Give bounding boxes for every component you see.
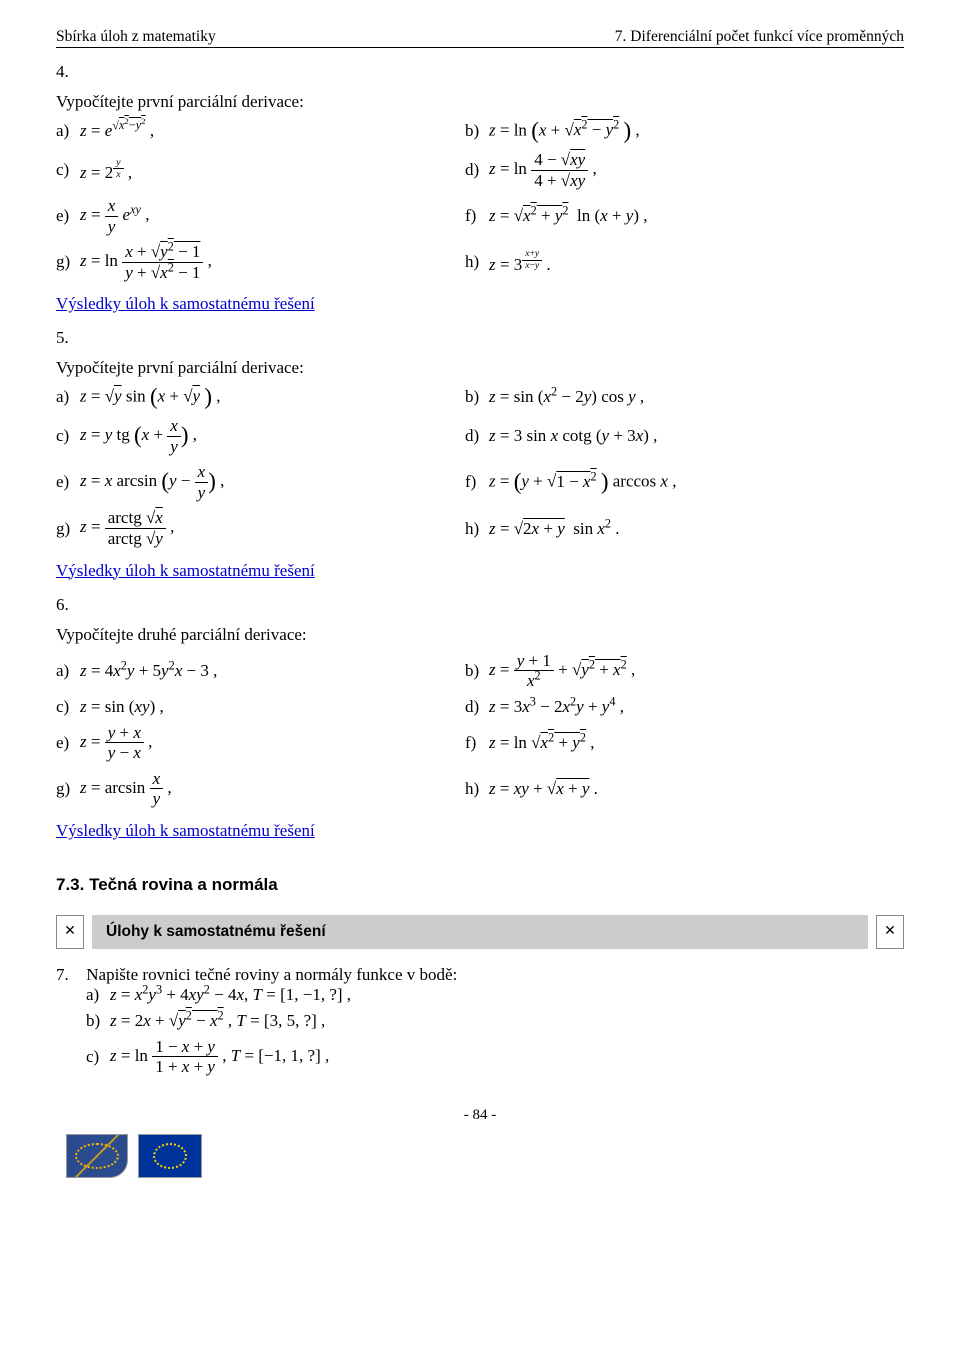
ex6-c: z = sin (xy) , xyxy=(80,697,465,717)
ex6-f: z = ln √x2 + y2 , xyxy=(489,733,874,753)
ex5-e: z = x arcsin (y − xy) , xyxy=(80,462,465,502)
ex5-h: z = √2x + y sin x2 . xyxy=(489,519,874,539)
ex7-b: z = 2x + √y2 − x2 , T = [3, 5, ?] , xyxy=(110,1011,904,1031)
lbl: f) xyxy=(465,206,489,226)
lbl: a) xyxy=(56,387,80,407)
ex7-title: Napište rovnici tečné roviny a normály f… xyxy=(86,965,457,984)
lbl: g) xyxy=(56,252,80,272)
ex6-b: z = y + 1x2 + √y2 + x2 , xyxy=(489,651,874,691)
ex6-d: z = 3x3 − 2x2y + y4 , xyxy=(489,697,874,717)
lbl: d) xyxy=(465,160,489,180)
lbl: c) xyxy=(56,697,80,717)
ex4-link[interactable]: Výsledky úloh k samostatnému řešení xyxy=(56,294,315,314)
ex7-c: z = ln 1 − x + y1 + x + y , T = [−1, 1, … xyxy=(110,1037,904,1077)
exercise-4: 4. Vypočítejte první parciální derivace:… xyxy=(56,62,904,318)
ex5-number: 5. xyxy=(56,328,82,348)
lbl: a) xyxy=(56,661,80,681)
lbl: d) xyxy=(465,697,489,717)
lbl: b) xyxy=(86,1011,110,1031)
ex4-a: z = e√x2−y2 , xyxy=(80,121,465,141)
eu-flag-icon xyxy=(138,1134,202,1178)
lbl: c) xyxy=(56,426,80,446)
lbl: a) xyxy=(56,121,80,141)
ex6-g: z = arcsin xy , xyxy=(80,769,465,809)
lbl: b) xyxy=(465,661,489,681)
lbl: f) xyxy=(465,733,489,753)
header-left: Sbírka úloh z matematiky xyxy=(56,28,216,46)
ex5-link[interactable]: Výsledky úloh k samostatnému řešení xyxy=(56,561,315,581)
ex6-e: z = y + xy − x , xyxy=(80,723,465,763)
chip-left-icon: ✕ xyxy=(56,915,84,949)
ex5-a: z = √y sin (x + √y ) , xyxy=(80,384,465,410)
ex4-h: z = 3x+yx−y . xyxy=(489,249,874,275)
lbl: a) xyxy=(86,985,110,1005)
lbl: b) xyxy=(465,121,489,141)
lbl: b) xyxy=(465,387,489,407)
lbl: g) xyxy=(56,519,80,539)
ex4-f: z = √x2 + y2 ln (x + y) , xyxy=(489,206,874,226)
ex5-g: z = arctg √xarctg √y , xyxy=(80,508,465,548)
lbl: g) xyxy=(56,779,80,799)
ex6-link[interactable]: Výsledky úloh k samostatnému řešení xyxy=(56,821,315,841)
exercise-5: 5. Vypočítejte první parciální derivace:… xyxy=(56,328,904,584)
lbl: e) xyxy=(56,206,80,226)
ex4-number: 4. xyxy=(56,62,82,82)
lbl: h) xyxy=(465,779,489,799)
header-right: 7. Diferenciální počet funkcí více promě… xyxy=(615,28,904,46)
lbl: h) xyxy=(465,252,489,272)
lbl: d) xyxy=(465,426,489,446)
ex5-title: Vypočítejte první parciální derivace: xyxy=(56,358,874,378)
lbl: f) xyxy=(465,472,489,492)
lbl: c) xyxy=(86,1047,110,1067)
footer-logos xyxy=(56,1134,904,1178)
ex5-b: z = sin (x2 − 2y) cos y , xyxy=(489,387,874,407)
ex4-d: z = ln 4 − √xy4 + √xy , xyxy=(489,150,874,190)
exercise-6: 6. Vypočítejte druhé parciální derivace:… xyxy=(56,595,904,845)
ex7-number: 7. xyxy=(56,965,82,985)
page-number: - 84 - xyxy=(56,1107,904,1124)
lbl: e) xyxy=(56,733,80,753)
chip-right-icon: ✕ xyxy=(876,915,904,949)
ex5-c: z = y tg (x + xy) , xyxy=(80,416,465,456)
section-box-label: Úlohy k samostatnému řešení xyxy=(92,915,868,949)
ex6-title: Vypočítejte druhé parciální derivace: xyxy=(56,625,874,645)
lbl: e) xyxy=(56,472,80,492)
ex6-h: z = xy + √x + y . xyxy=(489,779,874,799)
section-7-3-heading: 7.3. Tečná rovina a normála xyxy=(56,875,904,895)
ex5-d: z = 3 sin x cotg (y + 3x) , xyxy=(489,426,874,446)
ex6-a: z = 4x2y + 5y2x − 3 , xyxy=(80,661,465,681)
ex6-number: 6. xyxy=(56,595,82,615)
exercise-7: 7. Napište rovnici tečné roviny a normál… xyxy=(56,965,904,1077)
ex4-e: z = xy exy , xyxy=(80,196,465,236)
ex4-b: z = ln (x + √x2 − y2 ) , xyxy=(489,118,874,144)
section-box: ✕ Úlohy k samostatnému řešení ✕ xyxy=(56,915,904,949)
ex7-a: z = x2y3 + 4xy2 − 4x, T = [1, −1, ?] , xyxy=(110,985,904,1005)
page-header: Sbírka úloh z matematiky 7. Diferenciáln… xyxy=(56,28,904,48)
lbl: c) xyxy=(56,160,80,180)
esf-logo-icon xyxy=(66,1134,128,1178)
ex4-g: z = ln x + √y2 − 1y + √x2 − 1 , xyxy=(80,242,465,282)
ex4-c: z = 2yx , xyxy=(80,157,465,183)
ex5-f: z = (y + √1 − x2 ) arccos x , xyxy=(489,469,874,495)
ex4-title: Vypočítejte první parciální derivace: xyxy=(56,92,874,112)
lbl: h) xyxy=(465,519,489,539)
